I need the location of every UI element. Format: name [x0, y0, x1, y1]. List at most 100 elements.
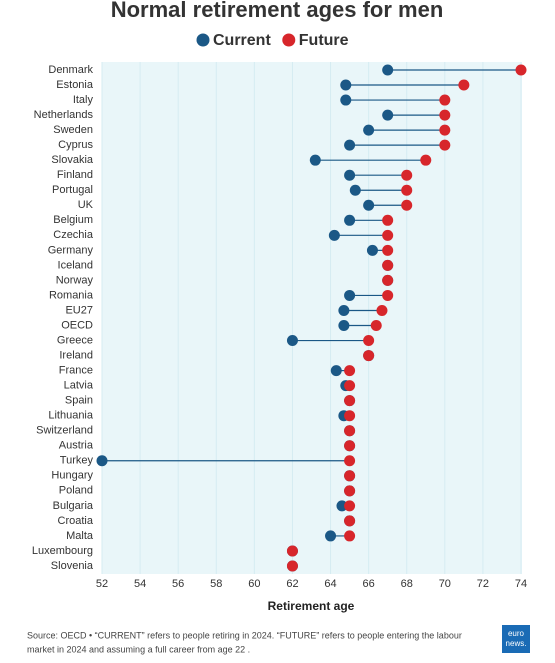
dot: [344, 470, 356, 482]
dot: [458, 79, 470, 91]
dot: [420, 154, 432, 166]
dot: [376, 304, 388, 316]
dot: [309, 154, 321, 166]
chart-title: Normal retirement ages for men: [111, 0, 444, 22]
dot: [382, 214, 394, 226]
dot: [363, 335, 375, 347]
x-tick-label: 68: [401, 578, 413, 590]
source-note: market in 2024 and assuming a full caree…: [27, 644, 250, 654]
dot: [439, 124, 451, 136]
logo-text: euro: [508, 629, 525, 638]
dot: [344, 500, 356, 512]
dot: [401, 199, 413, 211]
y-tick-label: Portugal: [52, 184, 93, 196]
source-note: Source: OECD • “CURRENT” refers to peopl…: [27, 630, 462, 640]
y-tick-label: Norway: [56, 274, 94, 286]
dot: [344, 214, 356, 226]
y-tick-label: Romania: [49, 289, 94, 301]
dot: [344, 365, 356, 377]
x-tick-label: 70: [439, 578, 451, 590]
dot: [344, 455, 356, 467]
dot: [344, 425, 356, 437]
x-axis-label: Retirement age: [268, 599, 355, 613]
y-tick-label: Iceland: [58, 259, 93, 271]
y-tick-label: OECD: [61, 319, 93, 331]
dot: [344, 530, 356, 542]
y-tick-label: Cyprus: [58, 139, 93, 151]
y-tick-label: Sweden: [53, 124, 93, 136]
dot: [382, 274, 394, 286]
dot: [363, 124, 375, 136]
dot: [344, 289, 356, 301]
y-tick-label: Malta: [66, 530, 94, 542]
dot: [96, 455, 108, 467]
x-tick-label: 60: [248, 578, 260, 590]
y-tick-label: Austria: [59, 440, 94, 452]
dot: [439, 109, 451, 121]
y-tick-label: Italy: [73, 94, 94, 106]
dot: [286, 560, 298, 572]
logo-text: news.: [506, 639, 527, 648]
dot: [338, 304, 350, 316]
y-tick-label: Poland: [59, 485, 93, 497]
dot: [363, 199, 375, 211]
y-tick-label: Switzerland: [36, 425, 93, 437]
y-tick-label: Germany: [48, 244, 94, 256]
x-tick-label: 74: [515, 578, 527, 590]
y-tick-label: UK: [78, 199, 94, 211]
dot: [344, 485, 356, 497]
x-tick-label: 62: [286, 578, 298, 590]
dot: [382, 229, 394, 241]
dot: [286, 545, 298, 557]
dot: [338, 320, 350, 332]
y-tick-label: Hungary: [51, 470, 93, 482]
legend-marker: [196, 33, 210, 47]
y-tick-label: Spain: [65, 395, 93, 407]
dot: [340, 94, 352, 106]
legend-marker: [282, 33, 296, 47]
logo: [502, 625, 530, 653]
legend-label: Future: [299, 32, 349, 49]
y-tick-label: Estonia: [56, 79, 94, 91]
dot: [382, 289, 394, 301]
y-tick-label: Slovenia: [51, 560, 94, 572]
y-tick-label: Finland: [57, 169, 93, 181]
y-tick-label: Luxembourg: [32, 545, 93, 557]
y-tick-label: Slovakia: [51, 154, 93, 166]
dot: [344, 515, 356, 527]
dot: [344, 139, 356, 151]
y-tick-label: Greece: [57, 334, 93, 346]
x-tick-label: 66: [363, 578, 375, 590]
y-tick-label: Bulgaria: [53, 500, 94, 512]
dot: [336, 500, 348, 512]
dot: [325, 530, 337, 542]
dot: [340, 79, 352, 91]
plot-area: [102, 62, 522, 574]
dot: [349, 184, 361, 196]
dot: [344, 410, 356, 422]
dot: [366, 244, 378, 256]
x-tick-label: 56: [172, 578, 184, 590]
y-tick-label: Turkey: [60, 455, 94, 467]
dot: [382, 64, 394, 76]
y-tick-label: Lithuania: [48, 410, 94, 422]
dot: [401, 169, 413, 181]
y-tick-label: Belgium: [53, 214, 93, 226]
y-tick-label: Ireland: [59, 349, 93, 361]
dot: [439, 139, 451, 151]
dot: [286, 335, 298, 347]
y-tick-label: France: [59, 365, 93, 377]
y-tick-label: EU27: [65, 304, 93, 316]
x-tick-label: 64: [324, 578, 336, 590]
dot: [344, 169, 356, 181]
dot: [330, 365, 342, 377]
x-tick-label: 52: [96, 578, 108, 590]
y-tick-label: Croatia: [58, 515, 94, 527]
x-tick-label: 58: [210, 578, 222, 590]
x-tick-label: 54: [134, 578, 146, 590]
legend-label: Current: [213, 32, 271, 49]
dot: [344, 395, 356, 407]
y-tick-label: Denmark: [48, 64, 93, 76]
dot: [439, 94, 451, 106]
